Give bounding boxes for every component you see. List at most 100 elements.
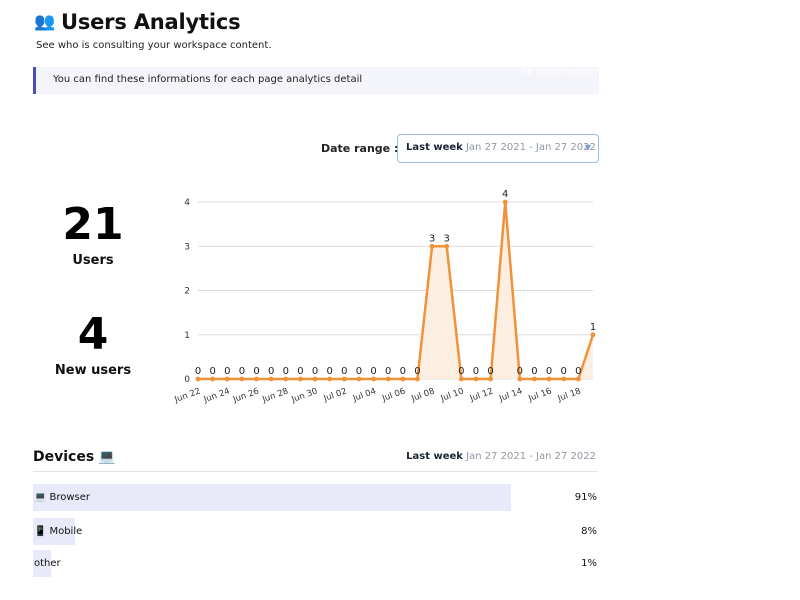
devices-title-text: Devices (33, 449, 95, 465)
series-line (198, 200, 595, 381)
kpi-users-label: Users (72, 253, 114, 268)
device-share-bar (33, 550, 51, 577)
data-label: 0 (473, 366, 479, 377)
data-label: 0 (414, 366, 420, 377)
data-label: 0 (517, 366, 523, 377)
data-point (502, 199, 508, 205)
y-tick-label: 1 (184, 331, 190, 341)
device-label: 📱 Mobile (34, 526, 82, 537)
x-tick-label: Jun 30 (290, 386, 320, 405)
laptop-icon: 💻 (34, 492, 47, 503)
device-percent: 8% (581, 526, 597, 537)
date-range-select[interactable]: Last week Jan 27 2021 - Jan 27 2022 ▼ (397, 134, 599, 163)
x-tick-label: Jul 06 (380, 386, 407, 404)
x-tick-label: Jul 02 (322, 386, 349, 404)
data-point (283, 376, 289, 382)
data-label: 0 (370, 366, 376, 377)
data-point (488, 376, 493, 382)
logout-link[interactable]: Se déconnecter (520, 67, 599, 78)
device-name: other (34, 558, 61, 569)
data-point (400, 376, 406, 382)
data-point (458, 376, 464, 382)
data-label: 0 (546, 366, 552, 377)
data-label: 0 (385, 366, 391, 377)
data-point (429, 243, 435, 249)
data-label: 0 (531, 366, 537, 377)
x-tick-label: Jul 14 (497, 386, 524, 404)
data-label: 1 (590, 322, 596, 333)
data-label: 0 (268, 366, 274, 377)
kpi-new-users-label: New users (54, 363, 132, 378)
data-point (268, 376, 274, 382)
data-point (532, 376, 537, 382)
data-label: 0 (341, 366, 347, 377)
device-row-mobile: 📱 Mobile 8% (33, 518, 597, 545)
data-label: 0 (224, 366, 230, 377)
users-icon: 👥 (34, 12, 55, 32)
device-percent: 1% (581, 558, 597, 569)
data-point (561, 376, 567, 382)
laptop-icon: 💻 (98, 449, 116, 465)
kpi-users: 21 Users (33, 203, 153, 269)
data-label: 3 (444, 233, 450, 244)
data-point (195, 376, 201, 382)
data-point (312, 376, 318, 382)
data-point (341, 376, 347, 382)
y-tick-label: 0 (184, 375, 190, 385)
data-point (239, 376, 245, 382)
devices-range: Last week Jan 27 2021 - Jan 27 2022 (406, 451, 596, 462)
y-tick-label: 4 (184, 198, 190, 208)
data-label: 0 (283, 366, 289, 377)
data-point (298, 376, 303, 382)
kpi-new-users: 4 New users (33, 309, 153, 379)
device-name: Browser (49, 492, 90, 503)
device-percent: 91% (574, 492, 597, 503)
x-tick-label: Jul 10 (439, 386, 466, 404)
data-point (444, 243, 450, 249)
divider (33, 471, 597, 472)
x-tick-label: Jul 08 (409, 386, 436, 404)
device-label: other (34, 558, 61, 569)
date-range-preset: Last week (406, 142, 463, 153)
data-point (224, 376, 230, 382)
devices-range-value: Jan 27 2021 - Jan 27 2022 (466, 451, 596, 462)
x-tick-label: Jul 12 (468, 386, 495, 404)
y-tick-label: 2 (184, 287, 190, 297)
device-name: Mobile (49, 526, 83, 537)
x-tick-label: Jun 24 (202, 386, 232, 405)
data-point (546, 376, 552, 382)
device-share-bar (33, 484, 511, 511)
y-tick-label: 3 (184, 242, 190, 252)
info-banner-text: You can find these informations for each… (53, 74, 363, 85)
data-point (385, 376, 391, 382)
x-tick-label: Jun 28 (260, 386, 290, 405)
data-point (210, 376, 216, 382)
kpi-new-users-value: 4 (77, 309, 109, 360)
x-tick-label: Jul 16 (526, 386, 553, 404)
data-label: 3 (429, 233, 435, 244)
devices-range-preset: Last week (406, 451, 463, 462)
data-point (415, 376, 420, 382)
data-label: 0 (487, 366, 493, 377)
data-point (327, 376, 333, 382)
data-label: 0 (239, 366, 245, 377)
data-point (371, 376, 376, 382)
data-label: 0 (195, 366, 201, 377)
data-point (575, 376, 581, 382)
info-banner: You can find these informations for each… (33, 67, 599, 94)
data-label: 0 (575, 366, 581, 377)
device-row-other: other 1% (33, 550, 597, 577)
data-point (356, 376, 362, 382)
date-range-value: Jan 27 2021 - Jan 27 2022 (465, 142, 596, 153)
device-share-bar (33, 518, 75, 545)
data-label: 0 (312, 366, 318, 377)
data-label: 0 (297, 366, 303, 377)
x-tick-label: Jun 26 (231, 386, 261, 405)
data-label: 0 (326, 366, 332, 377)
data-label: 0 (253, 366, 259, 377)
data-label: 4 (502, 190, 508, 200)
page-title: 👥 Users Analytics (34, 10, 241, 34)
data-label: 0 (561, 366, 567, 377)
chevron-down-icon[interactable]: ▼ (584, 143, 591, 152)
